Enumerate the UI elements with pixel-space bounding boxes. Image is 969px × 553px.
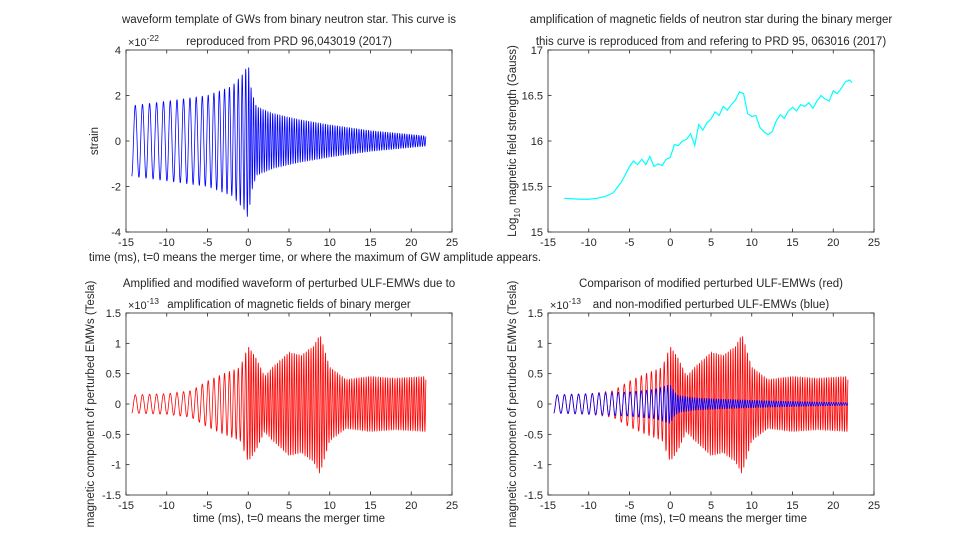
x-tick-label: 25 <box>446 500 458 512</box>
y-tick-label: 0.5 <box>528 369 543 381</box>
x-tick-label: 5 <box>286 500 292 512</box>
x-tick-label: 20 <box>827 500 839 512</box>
series-line-1 <box>131 67 427 218</box>
subplot-2: -15 -10 -5 0 5 10 15 20 25 15 15.5 16 16.5 17 amplific… <box>507 14 892 249</box>
x-tick-label: 25 <box>868 237 880 249</box>
y-tick-label: -2 <box>111 182 121 194</box>
series-line-1 <box>564 79 853 200</box>
x-tick-label: 10 <box>746 237 758 249</box>
y-tick-label: -1.5 <box>524 490 543 502</box>
x-tick-label: 5 <box>708 500 714 512</box>
x-axis-label: time (ms), t=0 means the merger time <box>615 513 807 525</box>
series-line-1 <box>131 336 427 474</box>
series-line-2 <box>553 384 849 424</box>
x-axis-label: time (ms), t=0 means the merger time, or… <box>89 252 541 264</box>
x-tick-label: 0 <box>245 500 251 512</box>
x-axis-label: time (ms), t=0 means the merger time <box>193 513 385 525</box>
y-tick-label: 15 <box>531 227 543 239</box>
x-tick-label: -5 <box>203 237 213 249</box>
y-tick-label: -0.5 <box>524 429 543 441</box>
y-tick-label: -0.5 <box>102 429 121 441</box>
x-tick-label: 15 <box>364 237 376 249</box>
x-tick-label: 10 <box>324 237 336 249</box>
subplot-1: -15 -10 -5 0 5 10 15 20 25 -4 -2 0 2 4 ×10-22 waveform … <box>89 14 541 264</box>
x-tick-label: -15 <box>118 237 134 249</box>
x-tick-label: -5 <box>203 500 213 512</box>
x-tick-label: 10 <box>746 500 758 512</box>
x-tick-label: 0 <box>667 500 673 512</box>
x-tick-label: 20 <box>827 237 839 249</box>
y-axis-label: magnetic component of perturbed EMWs (Te… <box>507 280 519 527</box>
y-exponent-label: ×10-13 <box>550 296 581 312</box>
x-tick-label: 0 <box>667 237 673 249</box>
x-tick-label: 10 <box>324 500 336 512</box>
y-tick-label: -1.5 <box>102 490 121 502</box>
y-axis-label: strain <box>89 127 101 155</box>
x-tick-label: 5 <box>286 237 292 249</box>
x-tick-label: -5 <box>625 500 635 512</box>
x-tick-label: -10 <box>159 237 175 249</box>
chart-title-line: amplification of magnetic fields of bina… <box>167 299 411 311</box>
y-tick-label: 16.5 <box>522 91 543 103</box>
axes-box <box>547 49 875 233</box>
x-tick-label: -10 <box>581 500 597 512</box>
series-line-1 <box>553 336 849 474</box>
x-tick-label: 15 <box>786 500 798 512</box>
y-tick-label: 4 <box>115 45 121 57</box>
y-tick-label: 16 <box>531 136 543 148</box>
subplot-3: -15 -10 -5 0 5 10 15 20 25 -1.5 -1 -0.5 0 0.5 1 1.5 ×10-… <box>85 278 458 527</box>
y-exponent-label: ×10-22 <box>128 33 159 49</box>
x-tick-label: 0 <box>245 237 251 249</box>
x-tick-label: 20 <box>405 237 417 249</box>
y-tick-label: 0 <box>115 399 121 411</box>
y-tick-label: -1 <box>111 460 121 472</box>
x-tick-label: 25 <box>868 500 880 512</box>
x-tick-label: 5 <box>708 237 714 249</box>
chart-title-line: amplification of magnetic fields of neut… <box>530 14 893 26</box>
y-tick-label: -4 <box>111 227 121 239</box>
chart-title-line: waveform template of GWs from binary neu… <box>121 14 456 26</box>
y-tick-label: 1.5 <box>106 308 121 320</box>
y-tick-label: 1 <box>537 338 543 350</box>
y-tick-label: 0 <box>115 136 121 148</box>
x-tick-label: -5 <box>625 237 635 249</box>
y-tick-label: 1.5 <box>528 308 543 320</box>
subplot-4: -15 -10 -5 0 5 10 15 20 25 -1.5 -1 -0.5 0 0.5 1 1.5 ×10-… <box>507 278 880 527</box>
y-tick-label: -1 <box>533 460 543 472</box>
x-tick-label: -15 <box>540 500 556 512</box>
x-tick-label: 15 <box>364 500 376 512</box>
x-tick-label: -10 <box>581 237 597 249</box>
chart-title-line: Comparison of modified perturbed ULF-EMW… <box>579 278 843 290</box>
y-tick-label: 17 <box>531 45 543 57</box>
x-tick-label: 25 <box>446 237 458 249</box>
chart-title-line: Amplified and modified waveform of pertu… <box>123 278 455 290</box>
chart-title-line: reproduced from PRD 96,043019 (2017) <box>186 36 392 48</box>
y-exponent-label: ×10-13 <box>128 296 159 312</box>
y-tick-label: 0 <box>537 399 543 411</box>
x-tick-label: 15 <box>786 237 798 249</box>
chart-title-line: this curve is reproduced from and referi… <box>536 36 886 48</box>
x-tick-label: 20 <box>405 500 417 512</box>
chart-title-line: and non-modified perturbed ULF-EMWs (blu… <box>593 299 830 311</box>
y-axis-label: Log10 magnetic field strength (Gauss) <box>507 45 522 237</box>
y-tick-label: 1 <box>115 338 121 350</box>
y-tick-label: 15.5 <box>522 182 543 194</box>
x-tick-label: -15 <box>118 500 134 512</box>
x-tick-label: -10 <box>159 500 175 512</box>
x-tick-label: -15 <box>540 237 556 249</box>
y-tick-label: 2 <box>115 91 121 103</box>
y-tick-label: 0.5 <box>106 369 121 381</box>
y-axis-label: magnetic component of perturbed EMWs (Te… <box>85 280 97 527</box>
